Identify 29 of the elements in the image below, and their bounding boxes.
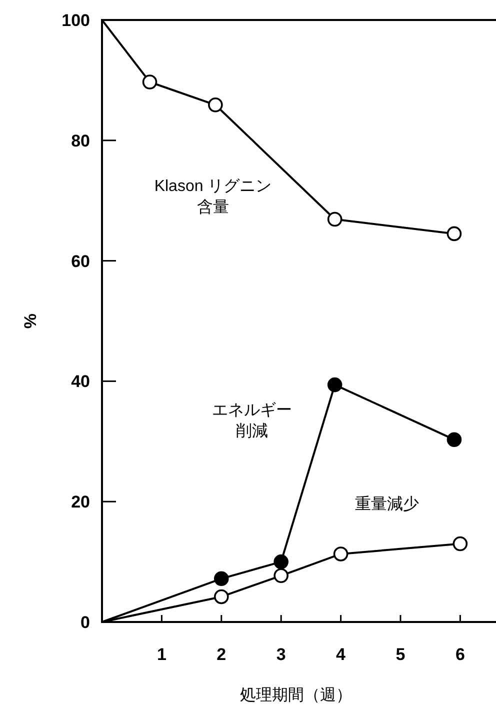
point <box>446 226 462 242</box>
y-tick-label: 20 <box>71 492 90 512</box>
series-label: Klason リグニン含量 <box>153 177 273 218</box>
point <box>327 377 342 392</box>
point <box>327 212 342 227</box>
x-tick-label: 5 <box>396 645 406 664</box>
y-tick-label: 60 <box>71 252 90 271</box>
point <box>214 589 229 604</box>
point <box>452 536 468 552</box>
y-axis-title: % <box>21 313 40 329</box>
x-tick-label: 6 <box>455 645 465 664</box>
point <box>142 74 158 90</box>
x-tick-label: 4 <box>336 645 346 664</box>
y-tick-label: 0 <box>80 613 90 632</box>
point <box>214 571 229 586</box>
point <box>446 432 462 447</box>
point <box>274 568 288 584</box>
y-tick-label: 100 <box>62 11 90 30</box>
point <box>208 97 223 112</box>
x-tick-label: 2 <box>216 645 226 664</box>
x-tick-label: 3 <box>276 645 286 664</box>
y-tick-label: 80 <box>71 131 90 150</box>
text: 重量減少 <box>354 494 420 515</box>
x-tick-label: 1 <box>156 645 166 664</box>
point <box>333 546 348 562</box>
series-label: エネルギー削減 <box>211 401 293 442</box>
point <box>274 554 288 570</box>
x-axis-title: 処理期間（週） <box>240 686 352 704</box>
y-tick-label: 40 <box>71 372 90 392</box>
